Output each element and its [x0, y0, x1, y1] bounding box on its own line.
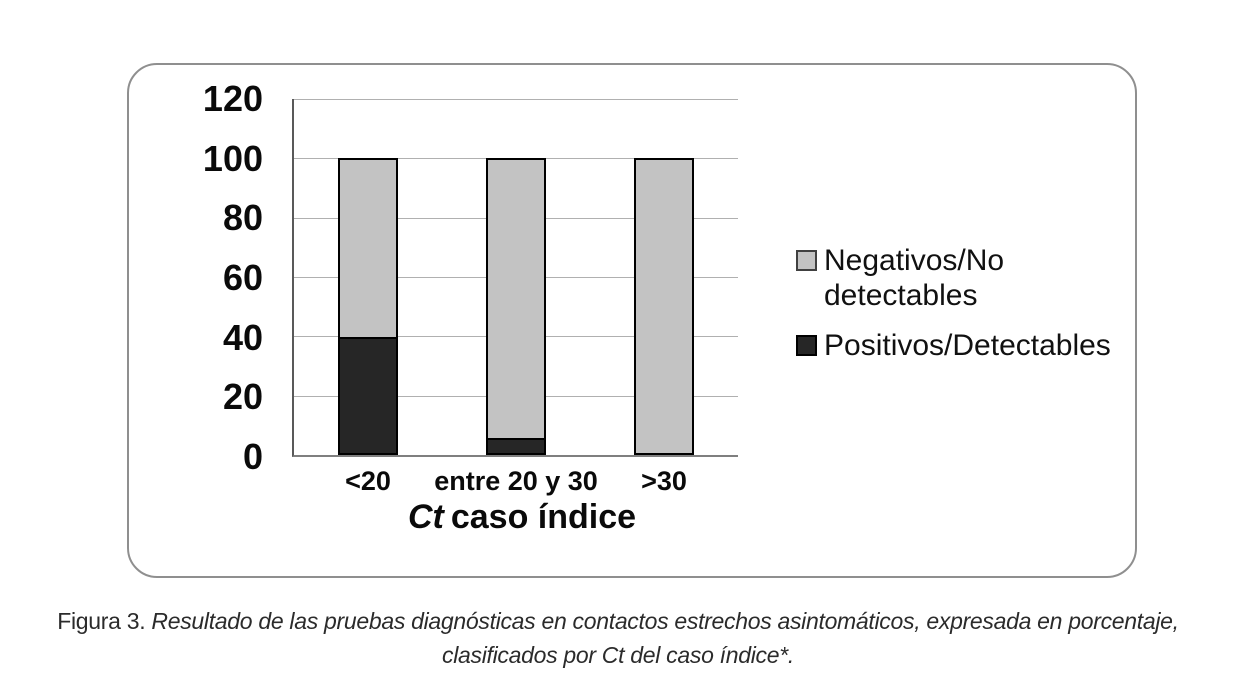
x-axis-title: Ct caso índice [408, 498, 636, 537]
chart-panel [127, 63, 1137, 578]
bar-segment-positivos [488, 438, 544, 453]
caption-line2: clasificados por Ct del caso índice*. [442, 642, 794, 668]
legend-swatch-negativos [796, 250, 817, 271]
x-axis-title-rest: caso índice [450, 498, 637, 536]
legend-item-positivos: Positivos/Detectables [796, 328, 1111, 363]
legend-label-positivos: Positivos/Detectables [824, 329, 1111, 362]
figure-caption: Figura 3. Resultado de las pruebas diagn… [25, 604, 1211, 672]
bar-segment-negativos [340, 160, 396, 337]
bar-2 [486, 158, 546, 455]
caption-line1: Resultado de las pruebas diagnósticas en… [151, 608, 1179, 634]
bar-segment-negativos [636, 160, 692, 453]
bar-segment-negativos [488, 160, 544, 438]
y-tick-label-100: 100 [202, 138, 263, 179]
gridline-120 [294, 99, 738, 100]
bar-3 [634, 158, 694, 455]
legend: Negativos/No detectables Positivos/Detec… [796, 243, 1111, 363]
x-axis-title-ct: Ct [407, 498, 444, 536]
x-tick-label-3: >30 [641, 466, 687, 496]
y-tick-label-120: 120 [202, 78, 263, 119]
bar-segment-positivos [340, 337, 396, 453]
x-tick-label-2: entre 20 y 30 [434, 466, 598, 496]
legend-label-negativos: Negativos/No detectables [824, 244, 1005, 312]
y-tick-label-60: 60 [222, 257, 263, 298]
y-tick-label-0: 0 [242, 436, 263, 477]
y-tick-label-80: 80 [222, 197, 263, 238]
legend-item-negativos: Negativos/No detectables [796, 243, 1111, 313]
plot-area [292, 99, 738, 457]
y-tick-label-40: 40 [222, 317, 263, 358]
bar-1 [338, 158, 398, 455]
legend-swatch-positivos [796, 335, 817, 356]
y-tick-label-20: 20 [222, 376, 263, 417]
caption-prefix: Figura 3. [57, 608, 146, 634]
x-tick-label-1: <20 [345, 466, 391, 496]
